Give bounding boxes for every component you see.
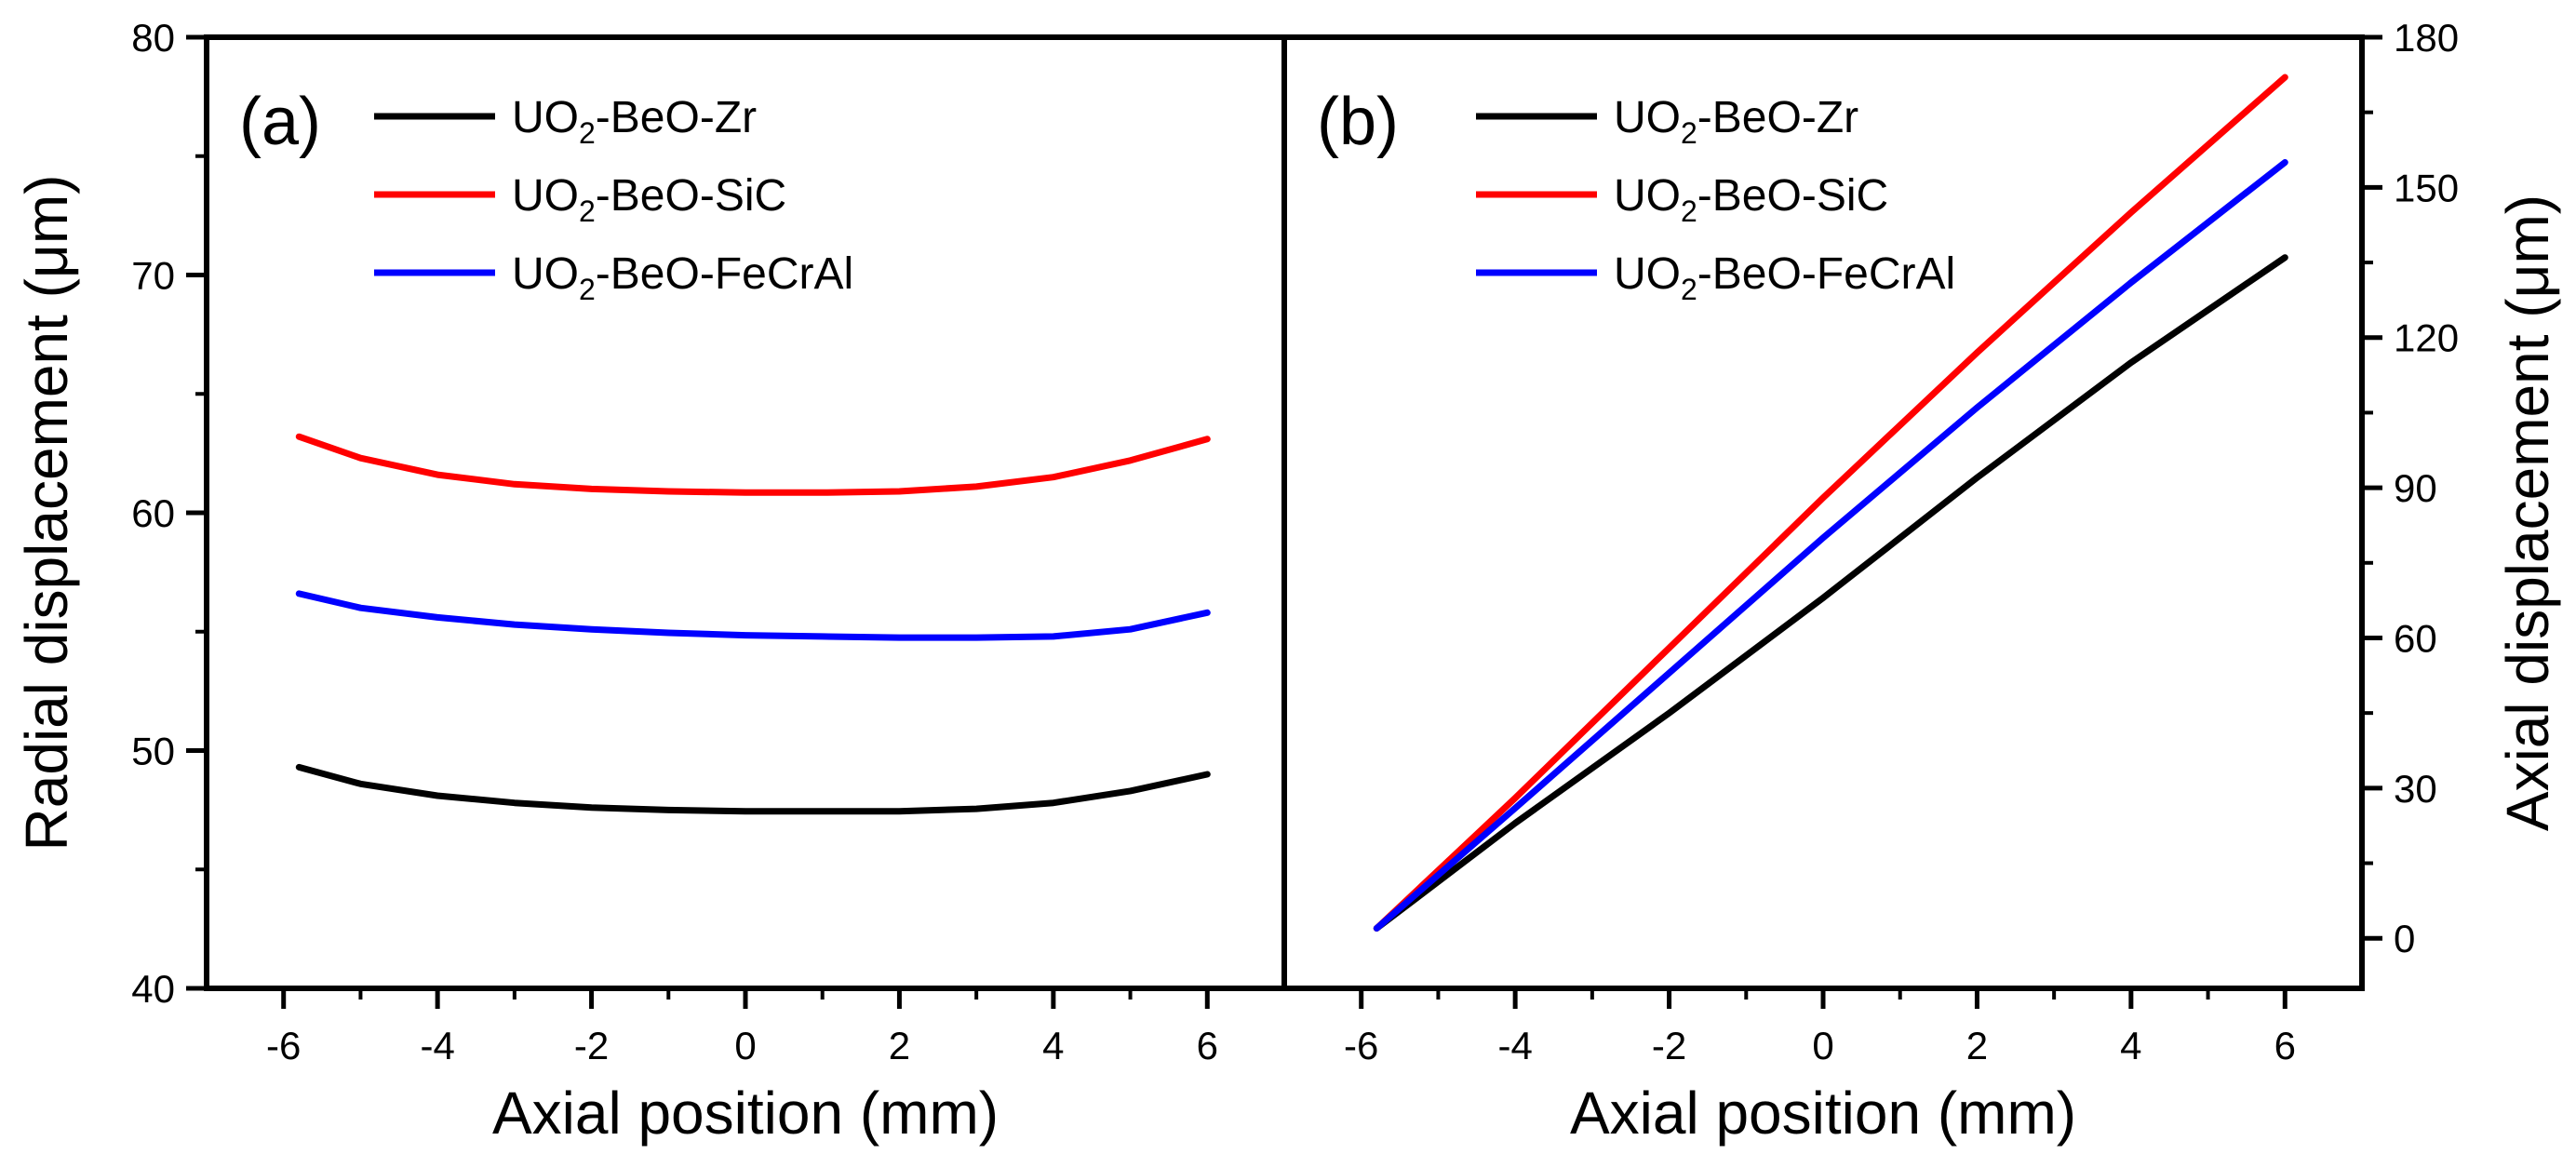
legend-entry: UO2-BeO-SiC	[512, 171, 786, 228]
y-tick-label: 180	[2394, 16, 2459, 60]
series-line	[295, 590, 1211, 641]
panel-label: (a)	[239, 85, 321, 159]
x-tick-label: 6	[1197, 1024, 1218, 1067]
legend-entry: UO2-BeO-FeCrAl	[512, 249, 853, 306]
series-line	[1373, 254, 2288, 932]
series-line	[295, 433, 1211, 496]
x-tick-label: 0	[1812, 1024, 1833, 1067]
x-axis-title: Axial position (mm)	[492, 1080, 999, 1147]
x-tick-label: -6	[1344, 1024, 1378, 1067]
series-line	[295, 763, 1211, 815]
legend-entry: UO2-BeO-Zr	[1614, 93, 1858, 150]
x-tick-label: -6	[266, 1024, 301, 1067]
series-line	[1373, 74, 2288, 932]
y-tick-label: 0	[2394, 917, 2415, 960]
x-tick-label: -2	[574, 1024, 609, 1067]
y-axis-title: Axial displacement (μm)	[2494, 195, 2561, 831]
x-tick-label: 6	[2274, 1024, 2296, 1067]
y-axis-title: Radial displacement (μm)	[13, 175, 80, 852]
x-tick-label: 4	[2120, 1024, 2141, 1067]
x-tick-label: -2	[1652, 1024, 1686, 1067]
y-tick-label: 30	[2394, 767, 2437, 811]
x-tick-label: -4	[420, 1024, 454, 1067]
y-tick-label: 150	[2394, 166, 2459, 209]
panel-label: (b)	[1317, 85, 1399, 159]
y-tick-label: 80	[131, 16, 175, 60]
x-tick-label: -4	[1497, 1024, 1532, 1067]
series-line	[1373, 159, 2288, 932]
panel-a: -6 -4 -2 0 2 4 6 40 50 60 70 80 Axial position (mm) R…	[13, 16, 1287, 1147]
y-tick-label: 40	[131, 967, 175, 1011]
y-tick-label: 60	[2394, 616, 2437, 660]
x-tick-label: 2	[889, 1024, 910, 1067]
y-tick-label: 90	[2394, 466, 2437, 510]
x-axis-title: Axial position (mm)	[1570, 1080, 2076, 1147]
legend-entry: UO2-BeO-FeCrAl	[1614, 249, 1955, 306]
x-tick-label: 0	[734, 1024, 756, 1067]
y-tick-label: 70	[131, 254, 175, 298]
y-tick-label: 120	[2394, 316, 2459, 360]
x-tick-label: 4	[1042, 1024, 1064, 1067]
y-tick-label: 60	[131, 491, 175, 535]
y-tick-label: 50	[131, 730, 175, 773]
legend-entry: UO2-BeO-SiC	[1614, 171, 1888, 228]
legend-entry: UO2-BeO-Zr	[512, 93, 757, 150]
x-tick-label: 2	[1966, 1024, 1988, 1067]
